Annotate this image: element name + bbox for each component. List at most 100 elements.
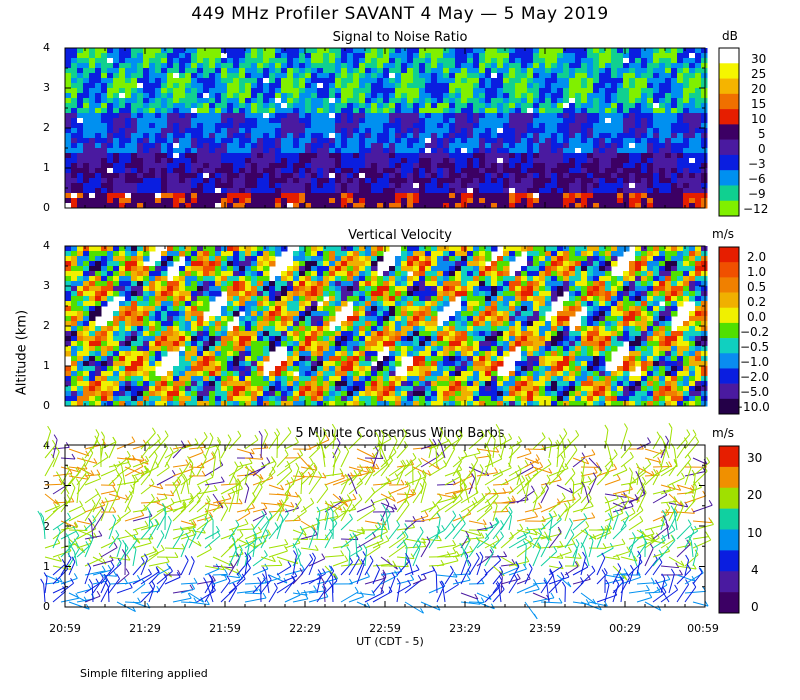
snr-cell [605, 78, 612, 84]
snr-cell [461, 93, 468, 99]
snr-cell [503, 83, 510, 89]
velocity-cell [185, 281, 192, 287]
velocity-cell [173, 281, 180, 287]
snr-cell [353, 123, 360, 129]
velocity-cell [221, 316, 228, 322]
velocity-cell [359, 381, 366, 387]
snr-cell [575, 183, 582, 189]
velocity-cell [287, 361, 294, 367]
snr-cell [491, 203, 498, 209]
snr-cell [551, 53, 558, 59]
velocity-cell [77, 351, 84, 357]
snr-cell [503, 123, 510, 129]
snr-cell [419, 133, 426, 139]
snr-cell [257, 148, 264, 154]
velocity-cell [245, 291, 252, 297]
snr-cell [101, 173, 108, 179]
snr-cell [605, 138, 612, 144]
snr-cell [95, 83, 102, 89]
snr-cell [113, 48, 120, 54]
snr-cell [629, 78, 636, 84]
snr-cell [149, 58, 156, 64]
snr-cell [179, 98, 186, 104]
velocity-cell [275, 281, 282, 287]
velocity-cell [149, 376, 156, 382]
snr-cell [587, 118, 594, 124]
snr-cell [173, 203, 180, 209]
snr-cell [389, 113, 396, 119]
velocity-cell [323, 256, 330, 262]
velocity-cell [125, 396, 132, 402]
snr-cell [77, 173, 84, 179]
snr-cell [419, 178, 426, 184]
snr-cell [689, 88, 696, 94]
velocity-cell [101, 401, 108, 407]
snr-cell [203, 93, 210, 99]
snr-cell [623, 173, 630, 179]
velocity-cell [365, 276, 372, 282]
velocity-cell [323, 271, 330, 277]
velocity-cell [215, 261, 222, 267]
snr-cell [209, 153, 216, 159]
snr-cell [203, 113, 210, 119]
snr-cell [371, 98, 378, 104]
velocity-cell [149, 281, 156, 287]
snr-cell [593, 183, 600, 189]
snr-cell [275, 103, 282, 109]
snr-cell [605, 143, 612, 149]
velocity-cell [329, 281, 336, 287]
velocity-cell [155, 346, 162, 352]
snr-cell [155, 83, 162, 89]
snr-cell [509, 78, 516, 84]
snr-cell [335, 138, 342, 144]
snr-cell [461, 133, 468, 139]
snr-cell [401, 58, 408, 64]
velocity-cell [251, 371, 258, 377]
velocity-cell [197, 331, 204, 337]
snr-cell [113, 98, 120, 104]
velocity-cell [353, 326, 360, 332]
snr-cell [227, 198, 234, 204]
snr-cell [677, 193, 684, 199]
snr-cell [353, 163, 360, 169]
y-tick-label: 4 [43, 239, 50, 252]
snr-cell [197, 153, 204, 159]
snr-cell [209, 58, 216, 64]
snr-cell [263, 188, 270, 194]
snr-cell [635, 53, 642, 59]
snr-cell [359, 148, 366, 154]
velocity-cell [227, 361, 234, 367]
snr-cell [137, 173, 144, 179]
velocity-cell [353, 276, 360, 282]
snr-cell [185, 168, 192, 174]
snr-cell [659, 123, 666, 129]
velocity-cell [251, 271, 258, 277]
snr-cell [449, 143, 456, 149]
snr-cell [287, 128, 294, 134]
snr-cell [239, 163, 246, 169]
snr-cell [311, 128, 318, 134]
snr-cell [437, 158, 444, 164]
velocity-cell [293, 251, 300, 257]
snr-cell [629, 183, 636, 189]
velocity-cell [101, 326, 108, 332]
velocity-cell [353, 256, 360, 262]
velocity-cell [275, 291, 282, 297]
snr-cell [89, 93, 96, 99]
snr-cell [479, 148, 486, 154]
snr-colorbar-label: −9 [748, 187, 766, 201]
snr-cell [95, 88, 102, 94]
snr-cell [605, 128, 612, 134]
snr-cell [413, 158, 420, 164]
snr-cell [353, 203, 360, 209]
velocity-cell [119, 386, 126, 392]
velocity-cell [281, 246, 288, 252]
snr-cell [257, 48, 264, 54]
velocity-cell [311, 251, 318, 257]
snr-cell [407, 48, 414, 54]
velocity-cell [239, 261, 246, 267]
snr-cell [305, 68, 312, 74]
snr-cell [401, 93, 408, 99]
velocity-cell [209, 376, 216, 382]
velocity-cell [131, 401, 138, 407]
